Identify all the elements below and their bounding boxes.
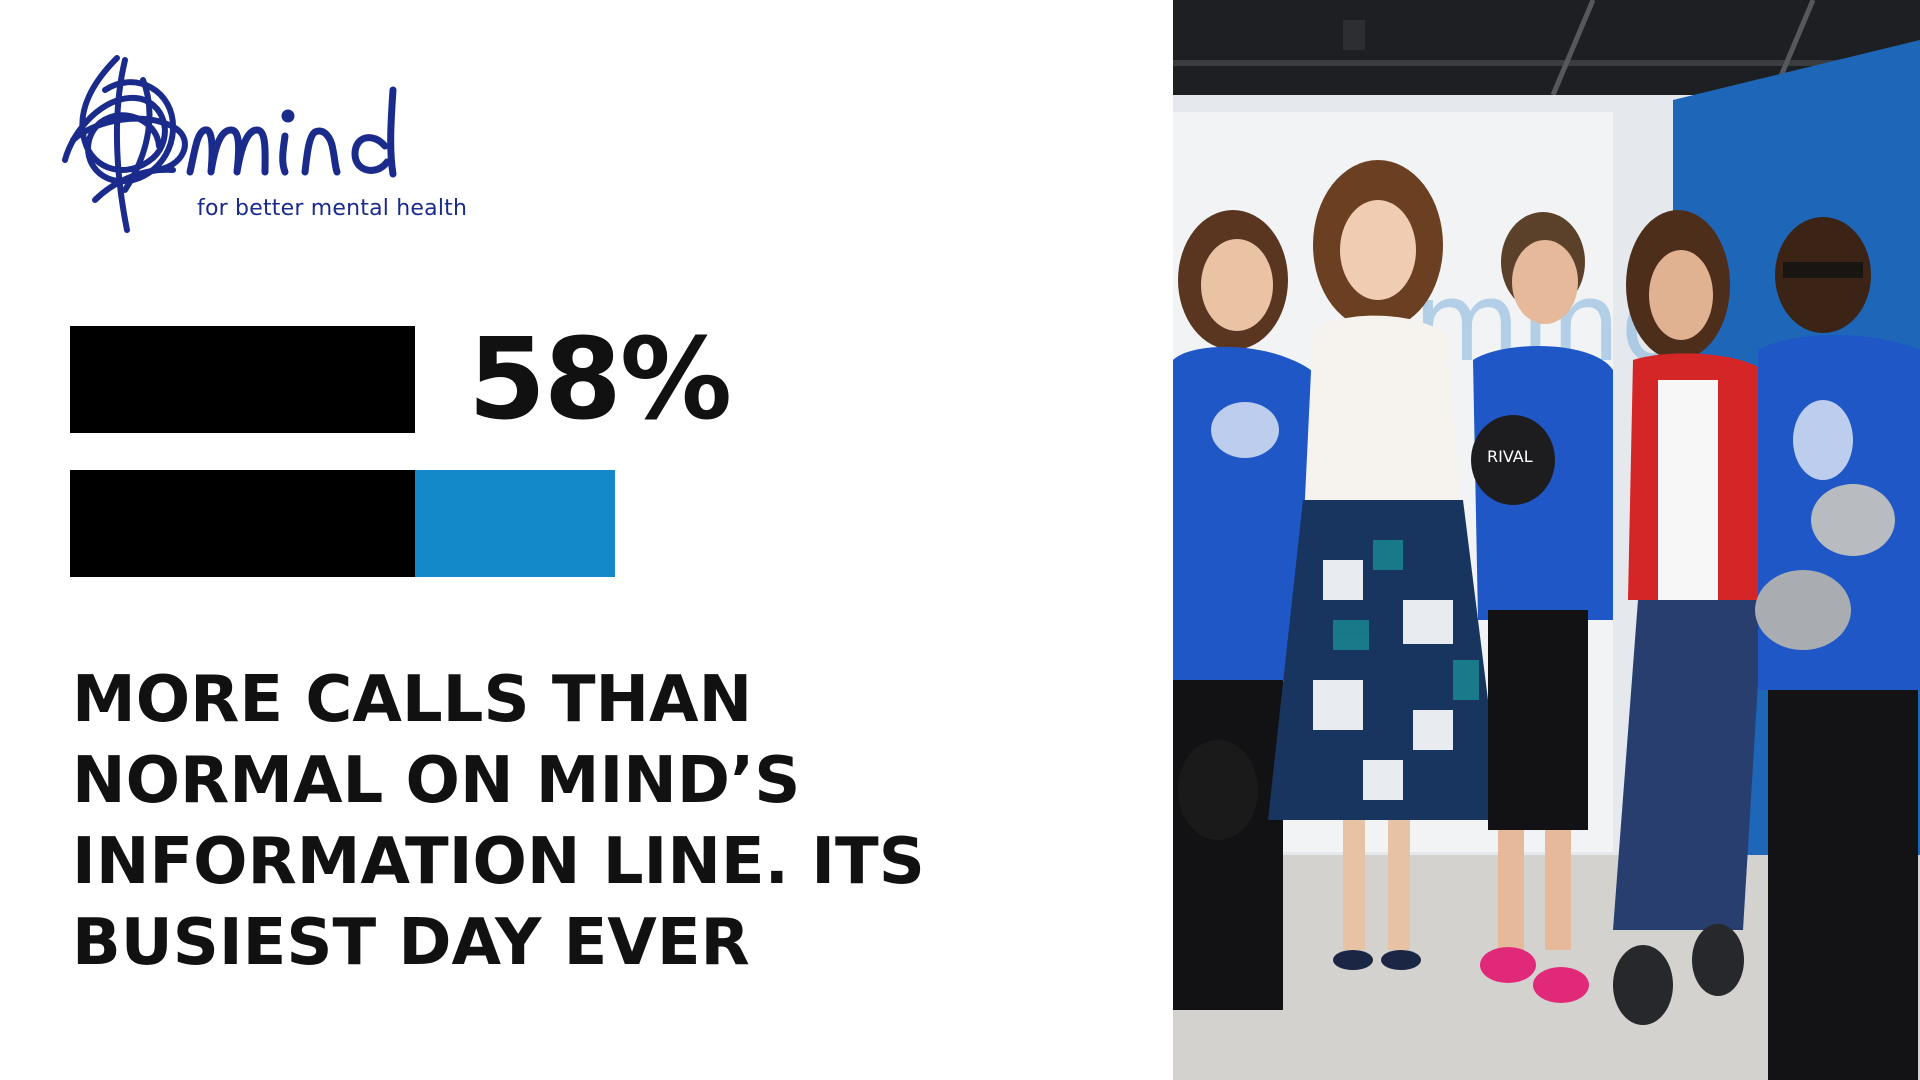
headline-line-1: MORE CALLS THAN <box>72 663 753 737</box>
group-photo-image: mind <box>1173 0 1920 1080</box>
headline-line-3: INFORMATION LINE. ITS <box>72 825 925 899</box>
percent-increase-value: 58% <box>468 315 732 445</box>
headline-line-2: NORMAL ON MIND’S <box>72 744 801 818</box>
total-calls-bar-normal-portion <box>70 470 415 577</box>
person-2 <box>1268 160 1503 970</box>
headline: MORE CALLS THAN NORMAL ON MIND’S INFORMA… <box>72 660 1132 984</box>
mind-logo-mark-icon <box>62 55 397 233</box>
total-calls-bar <box>70 470 616 577</box>
person-5 <box>1755 217 1920 1080</box>
stat-panel: for better mental health 58% MORE CALLS … <box>55 50 1132 984</box>
normal-calls-bar <box>70 326 415 433</box>
glove-text: RIVAL <box>1487 447 1533 466</box>
mind-logo: for better mental health <box>55 50 495 240</box>
person-1 <box>1173 210 1323 1010</box>
group-photo: mind <box>1173 0 1920 1080</box>
headline-line-4: BUSIEST DAY EVER <box>72 906 750 980</box>
logo-tagline: for better mental health <box>197 196 468 221</box>
person-3: RIVAL <box>1471 212 1613 1003</box>
person-4 <box>1613 210 1773 1025</box>
